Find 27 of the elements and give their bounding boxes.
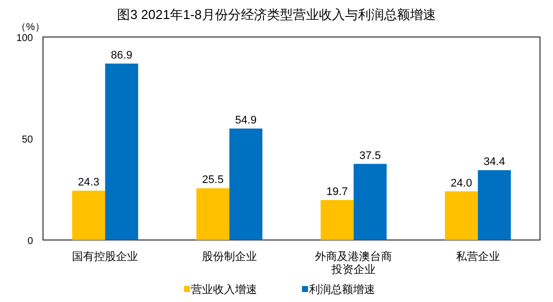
bar: [478, 170, 511, 240]
legend-label: 利润总额增速: [309, 283, 375, 296]
bar: [444, 191, 478, 240]
bar: [196, 188, 230, 240]
bar: [72, 190, 106, 240]
bar: [320, 200, 354, 240]
chart-title: 图3 2021年1-8月份分经济类型营业收入与利润总额增速: [117, 7, 436, 22]
x-tick-label: 外商及港澳台商投资企业: [315, 250, 392, 276]
data-label: 54.9: [235, 114, 257, 127]
y-axis-title: （%）: [16, 22, 45, 33]
bar: [354, 164, 387, 240]
data-label: 34.4: [484, 156, 506, 168]
data-label: 24.0: [450, 177, 472, 190]
y-tick-label: 50: [22, 134, 34, 146]
data-label: 24.3: [78, 176, 100, 189]
x-tick-label: 私营企业: [456, 250, 500, 263]
bar: [105, 64, 138, 240]
legend-label: 营业收入增速: [191, 283, 257, 296]
x-tick-label: 国有控股企业: [72, 250, 138, 263]
data-label: 37.5: [359, 150, 381, 162]
bar: [229, 128, 262, 240]
y-tick-label: 100: [16, 33, 34, 44]
y-tick-label: 0: [27, 236, 34, 247]
x-tick-label: 股份制企业: [202, 250, 257, 263]
data-label: 86.9: [110, 50, 132, 62]
data-label: 25.5: [202, 174, 224, 186]
data-label: 19.7: [326, 186, 348, 198]
